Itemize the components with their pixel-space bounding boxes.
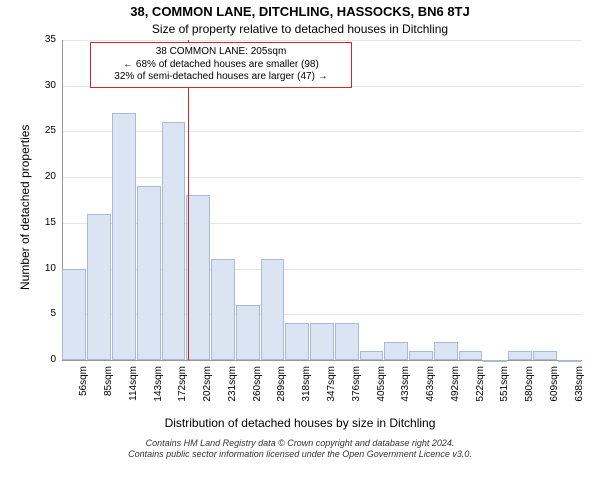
x-tick-label: 580sqm bbox=[524, 366, 535, 416]
bar bbox=[211, 259, 235, 360]
x-tick-label: 289sqm bbox=[276, 366, 287, 416]
annotation-line: 38 COMMON LANE: 205sqm bbox=[97, 46, 345, 59]
x-tick-label: 231sqm bbox=[227, 366, 238, 416]
annotation-line: 32% of semi-detached houses are larger (… bbox=[97, 71, 345, 84]
annotation-line: ← 68% of detached houses are smaller (98… bbox=[97, 59, 345, 72]
plot-area: 0510152025303556sqm85sqm114sqm143sqm172s… bbox=[62, 40, 582, 360]
bar bbox=[261, 259, 285, 360]
x-tick-label: 638sqm bbox=[574, 366, 585, 416]
bar bbox=[508, 351, 532, 360]
bar bbox=[459, 351, 483, 360]
bar bbox=[335, 323, 359, 360]
bar bbox=[87, 214, 111, 360]
grid-line bbox=[62, 131, 582, 132]
footer-line: Contains HM Land Registry data © Crown c… bbox=[0, 438, 600, 449]
y-axis-label: Number of detached properties bbox=[18, 125, 32, 290]
bar bbox=[137, 186, 161, 360]
x-tick-label: 318sqm bbox=[301, 366, 312, 416]
grid-line bbox=[62, 40, 582, 41]
bar bbox=[434, 342, 458, 360]
y-tick-label: 10 bbox=[32, 263, 56, 274]
bar bbox=[483, 360, 507, 362]
bar bbox=[62, 269, 86, 360]
x-tick-label: 56sqm bbox=[78, 366, 89, 416]
x-tick-label: 433sqm bbox=[400, 366, 411, 416]
bar bbox=[310, 323, 334, 360]
bar bbox=[162, 122, 186, 360]
y-tick-label: 25 bbox=[32, 125, 56, 136]
bar bbox=[558, 360, 582, 362]
x-axis-caption: Distribution of detached houses by size … bbox=[0, 416, 600, 430]
y-tick-label: 30 bbox=[32, 80, 56, 91]
x-tick-label: 143sqm bbox=[153, 366, 164, 416]
grid-line bbox=[62, 177, 582, 178]
x-tick-label: 202sqm bbox=[202, 366, 213, 416]
x-tick-label: 463sqm bbox=[425, 366, 436, 416]
x-tick-label: 551sqm bbox=[499, 366, 510, 416]
bar bbox=[409, 351, 433, 360]
x-tick-label: 492sqm bbox=[450, 366, 461, 416]
annotation-box: 38 COMMON LANE: 205sqm ← 68% of detached… bbox=[90, 42, 352, 88]
x-tick-label: 172sqm bbox=[177, 366, 188, 416]
bar bbox=[360, 351, 384, 360]
y-tick-label: 15 bbox=[32, 217, 56, 228]
y-tick-label: 5 bbox=[32, 308, 56, 319]
chart-title: 38, COMMON LANE, DITCHLING, HASSOCKS, BN… bbox=[0, 4, 600, 19]
footer: Contains HM Land Registry data © Crown c… bbox=[0, 438, 600, 461]
x-tick-label: 522sqm bbox=[475, 366, 486, 416]
x-tick-label: 405sqm bbox=[376, 366, 387, 416]
x-tick-label: 85sqm bbox=[103, 366, 114, 416]
y-tick-label: 35 bbox=[32, 34, 56, 45]
bar bbox=[533, 351, 557, 360]
bar bbox=[236, 305, 260, 360]
bar bbox=[285, 323, 309, 360]
bar bbox=[384, 342, 408, 360]
y-tick-label: 20 bbox=[32, 171, 56, 182]
bar bbox=[186, 195, 210, 360]
marker-line bbox=[188, 40, 189, 360]
x-tick-label: 260sqm bbox=[252, 366, 263, 416]
y-tick-label: 0 bbox=[32, 354, 56, 365]
x-tick-label: 347sqm bbox=[326, 366, 337, 416]
x-tick-label: 376sqm bbox=[351, 366, 362, 416]
chart-subtitle: Size of property relative to detached ho… bbox=[0, 22, 600, 36]
footer-line: Contains public sector information licen… bbox=[0, 449, 600, 460]
bar bbox=[112, 113, 136, 360]
x-tick-label: 114sqm bbox=[128, 366, 139, 416]
x-tick-label: 609sqm bbox=[549, 366, 560, 416]
